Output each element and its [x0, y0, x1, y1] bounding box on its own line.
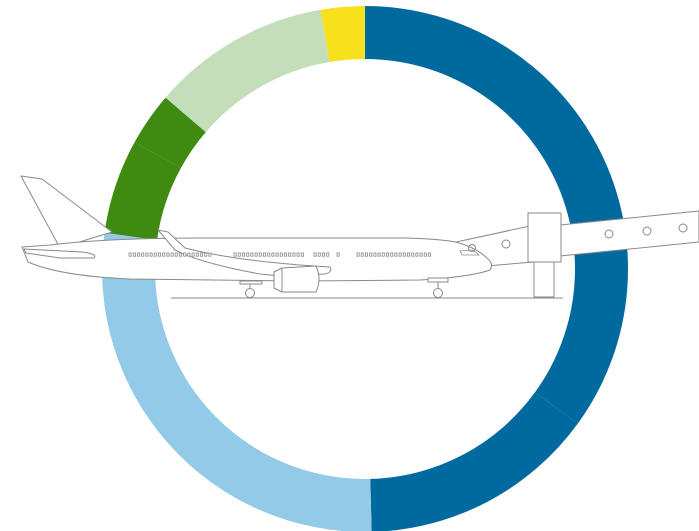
- cabin-window: [141, 252, 145, 257]
- cabin-window: [254, 252, 258, 257]
- cabin-window: [195, 252, 199, 257]
- cabin-window: [246, 252, 250, 257]
- cabin-window: [406, 252, 410, 257]
- cabin-window: [423, 252, 427, 257]
- cabin-window: [250, 252, 254, 257]
- main-gear-door: [239, 280, 263, 285]
- cabin-window: [364, 252, 368, 257]
- cabin-window: [321, 252, 325, 257]
- cabin-window: [394, 252, 398, 257]
- cabin-window: [419, 252, 423, 257]
- cabin-windows: [128, 252, 431, 257]
- engine-intake: [273, 267, 283, 293]
- cabin-window: [241, 252, 245, 257]
- cabin-window: [369, 252, 373, 257]
- cabin-window: [385, 252, 389, 257]
- cabin-window: [398, 252, 402, 257]
- cabin-window: [402, 252, 406, 257]
- cabin-window: [128, 252, 132, 257]
- cabin-window: [208, 252, 212, 257]
- cabin-window: [237, 252, 241, 257]
- cabin-window: [427, 252, 431, 257]
- donut-segment-4: [104, 142, 181, 241]
- aircraft-icon: [20, 175, 699, 299]
- cabin-window: [411, 252, 415, 257]
- cabin-window: [292, 252, 296, 257]
- jet-bridge-window: [604, 229, 614, 239]
- nose-gear-wheel: [433, 288, 443, 298]
- jet-bridge-support: [533, 261, 555, 298]
- cabin-window: [390, 252, 394, 257]
- door-window: [468, 244, 476, 252]
- cabin-window: [336, 252, 340, 257]
- donut-segment-7: [320, 6, 365, 63]
- wing: [157, 229, 332, 277]
- cabin-window: [326, 252, 330, 257]
- cabin-window: [204, 252, 208, 257]
- cabin-window: [183, 252, 187, 257]
- cabin-window: [283, 252, 287, 257]
- jet-bridge-window: [642, 226, 652, 236]
- cabin-window: [187, 252, 191, 257]
- donut-segment-2: [370, 392, 578, 531]
- cabin-window: [199, 252, 203, 257]
- tail-fin: [20, 175, 113, 249]
- cabin-window: [360, 252, 364, 257]
- donut-segment-6: [165, 9, 330, 133]
- jet-bridge-window: [678, 223, 688, 233]
- cabin-window: [262, 252, 266, 257]
- cabin-window: [317, 252, 321, 257]
- main-gear-wheel: [245, 288, 255, 298]
- cabin-window: [258, 252, 262, 257]
- cabin-window: [162, 252, 166, 257]
- cabin-window: [170, 252, 174, 257]
- cabin-window: [373, 252, 377, 257]
- donut-segment-5: [134, 97, 206, 168]
- jet-bridge-window: [501, 239, 511, 249]
- cabin-window: [356, 252, 360, 257]
- donut-segment-1: [365, 6, 628, 424]
- cabin-window: [313, 252, 317, 257]
- cabin-window: [178, 252, 182, 257]
- cabin-window: [279, 252, 283, 257]
- cabin-window: [275, 252, 279, 257]
- cabin-window: [296, 252, 300, 257]
- cabin-window: [136, 252, 140, 257]
- cabin-window: [377, 252, 381, 257]
- cabin-window: [233, 252, 237, 257]
- fuselage: [21, 237, 493, 282]
- cabin-window: [157, 252, 161, 257]
- cabin-window: [415, 252, 419, 257]
- cabin-window: [132, 252, 136, 257]
- cabin-window: [271, 252, 275, 257]
- cabin-window: [267, 252, 271, 257]
- cabin-window: [300, 252, 304, 257]
- nose-gear-door: [427, 277, 449, 283]
- cabin-window: [191, 252, 195, 257]
- cabin-window: [149, 252, 153, 257]
- cabin-window: [381, 252, 385, 257]
- engine: [278, 265, 320, 293]
- cabin-window: [174, 252, 178, 257]
- cabin-window: [166, 252, 170, 257]
- cabin-window: [153, 252, 157, 257]
- cabin-window: [145, 252, 149, 257]
- jet-bridge-cab: [527, 212, 562, 263]
- cabin-window: [288, 252, 292, 257]
- horizontal-stabilizer: [23, 248, 96, 259]
